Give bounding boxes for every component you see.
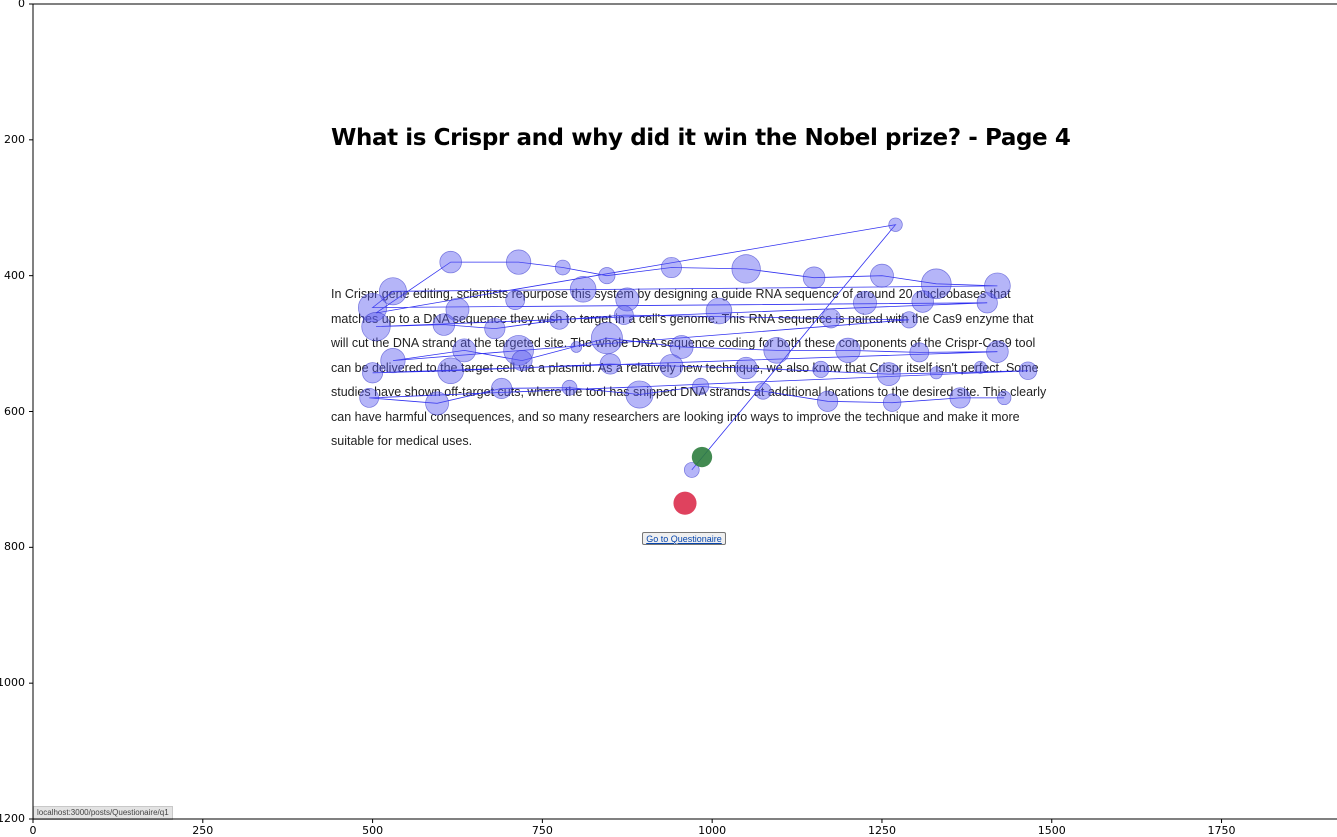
x-tick-label: 500 (362, 824, 384, 837)
fixation-point (554, 259, 571, 276)
fixation-point (660, 256, 682, 279)
fixation-point (731, 254, 761, 284)
y-tick-label: 1200 (0, 812, 25, 825)
y-tick-label: 800 (4, 540, 25, 554)
fixation-point (439, 250, 462, 274)
x-tick-label: 1500 (1037, 824, 1066, 837)
y-tick-label: 200 (4, 132, 25, 146)
x-tick-label: 1250 (867, 824, 896, 837)
start-end-markers (673, 446, 713, 515)
x-tick-label: 750 (531, 824, 553, 837)
y-tick-label: 600 (4, 404, 25, 418)
fixation-point (506, 249, 532, 275)
status-bar-url: localhost:3000/posts/Questionaire/q1 (33, 806, 173, 820)
article-body: In Crispr gene editing, scientists repur… (331, 287, 1047, 448)
x-tick-label: 250 (192, 824, 214, 837)
page-title: What is Crispr and why did it win the No… (331, 125, 1071, 151)
y-tick-label: 400 (4, 268, 25, 282)
x-tick-label: 1000 (698, 824, 727, 837)
x-tick-label: 0 (29, 824, 37, 837)
y-tick-label: 0 (18, 0, 25, 10)
fixation-point (683, 462, 700, 478)
fixation-point (888, 217, 903, 232)
y-tick-label: 1000 (0, 676, 25, 690)
end-fixation-marker (673, 491, 697, 515)
go-to-questionaire-button[interactable]: Go to Questionaire (642, 532, 726, 545)
x-tick-label: 1750 (1207, 824, 1236, 837)
